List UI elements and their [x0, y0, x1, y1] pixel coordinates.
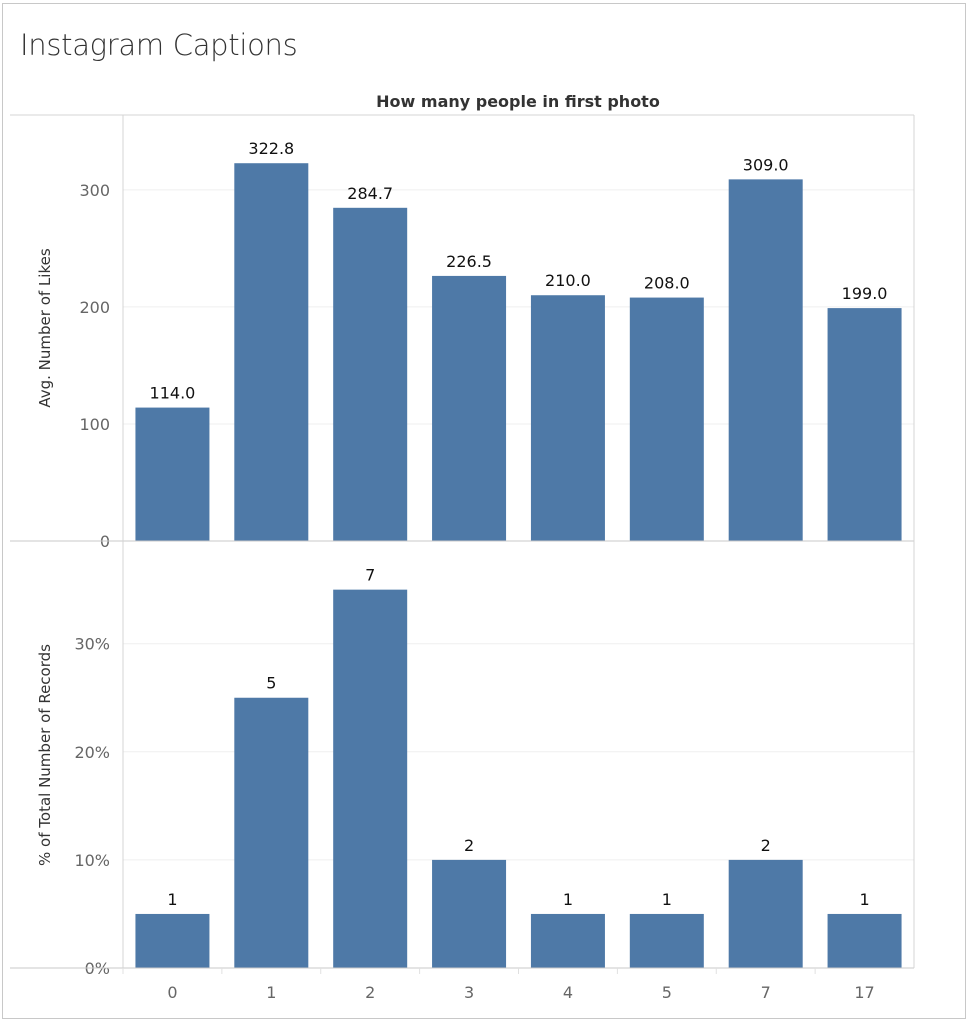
- data-label: 1: [662, 890, 672, 909]
- x-tick-label: 17: [854, 983, 874, 1002]
- bar-4: [530, 913, 605, 968]
- y-axis-title-records: % of Total Number of Records: [36, 644, 54, 866]
- data-label: 7: [365, 566, 375, 585]
- data-label: 1: [859, 890, 869, 909]
- x-tick-label: 3: [464, 983, 474, 1002]
- y-tick-label: 10%: [74, 851, 110, 870]
- column-header: How many people in first photo: [376, 92, 660, 111]
- x-tick-label: 5: [662, 983, 672, 1002]
- bar-2: [333, 207, 408, 542]
- x-tick-label: 2: [365, 983, 375, 1002]
- x-tick-label: 1: [266, 983, 276, 1002]
- bar-3: [432, 275, 507, 541]
- data-label: 210.0: [545, 271, 591, 290]
- data-label: 1: [563, 890, 573, 909]
- y-tick-label: 100: [79, 415, 110, 434]
- bar-5: [629, 913, 704, 968]
- data-label: 284.7: [347, 184, 393, 203]
- bar-7: [728, 179, 803, 541]
- bar-17: [827, 913, 902, 968]
- y-tick-label: 20%: [74, 743, 110, 762]
- y-axis-title-likes: Avg. Number of Likes: [36, 248, 54, 407]
- bar-1: [234, 163, 309, 541]
- x-tick-label: 7: [761, 983, 771, 1002]
- y-tick-label: 30%: [74, 635, 110, 654]
- y-tick-label: 200: [79, 298, 110, 317]
- bar-1: [234, 697, 309, 968]
- bar-2: [333, 589, 408, 968]
- data-label: 1: [167, 890, 177, 909]
- data-label: 2: [761, 836, 771, 855]
- data-label: 2: [464, 836, 474, 855]
- data-label: 309.0: [743, 155, 789, 174]
- data-label: 199.0: [842, 284, 888, 303]
- bar-0: [135, 407, 210, 541]
- bar-17: [827, 308, 902, 541]
- data-label: 5: [266, 674, 276, 693]
- bar-0: [135, 913, 210, 968]
- data-label: 226.5: [446, 252, 492, 271]
- bar-7: [728, 859, 803, 968]
- dashboard-title: Instagram Captions: [20, 28, 298, 62]
- bar-5: [629, 297, 704, 541]
- bar-4: [530, 295, 605, 541]
- data-label: 322.8: [248, 139, 294, 158]
- dashboard-frame: [2, 3, 966, 1019]
- bar-3: [432, 859, 507, 968]
- y-tick-label: 300: [79, 181, 110, 200]
- x-tick-label: 0: [167, 983, 177, 1002]
- x-tick-label: 4: [563, 983, 573, 1002]
- data-label: 208.0: [644, 274, 690, 293]
- data-label: 114.0: [150, 384, 196, 403]
